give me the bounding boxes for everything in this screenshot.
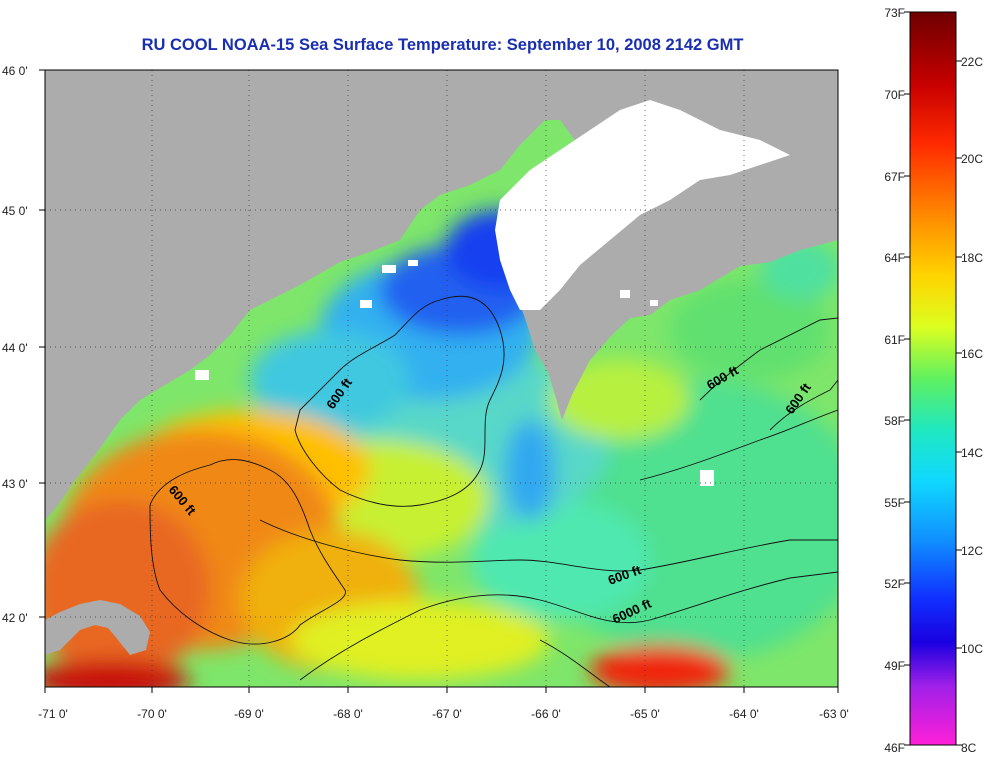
- colorbar-f-label: 46F: [884, 741, 905, 755]
- axis-ticks: [39, 69, 839, 693]
- colorbar-c-label: 10C: [961, 642, 983, 656]
- colorbar-f-label: 55F: [884, 496, 905, 510]
- lon-tick-label: -70 0': [137, 707, 167, 721]
- lon-tick-label: -68 0': [333, 707, 363, 721]
- lat-tick-label: 44 0': [2, 341, 28, 355]
- graticule: [45, 70, 838, 687]
- lon-tick-label: -64 0': [729, 707, 759, 721]
- map-area: [45, 70, 838, 687]
- land-cape-cod: [45, 600, 150, 655]
- colorbar-ticks: [904, 11, 962, 746]
- lat-tick-label: 43 0': [2, 477, 28, 491]
- colorbar-f-label: 64F: [884, 251, 905, 265]
- colorbar-f-label: 73F: [884, 6, 905, 20]
- longitude-labels: -71 0' -70 0' -69 0' -68 0' -67 0' -66 0…: [38, 707, 849, 721]
- colorbar-c-label: 22C: [961, 55, 983, 69]
- depth-contours: [149, 295, 838, 687]
- colorbar-f-label: 67F: [884, 170, 905, 184]
- map-frame: [44, 69, 839, 688]
- lat-tick-label: 42 0': [2, 611, 28, 625]
- no-data-bay-of-fundy: [495, 100, 790, 310]
- temperature-field: [45, 210, 838, 687]
- lon-tick-label: -69 0': [234, 707, 264, 721]
- lon-tick-label: -67 0': [432, 707, 462, 721]
- colorbar-fahrenheit-labels: 73F 70F 67F 64F 61F 58F 55F 52F 49F 46F: [884, 6, 905, 755]
- lon-tick-label: -63 0': [819, 707, 849, 721]
- lat-tick-label: 46 0': [2, 64, 28, 78]
- map-title: RU COOL NOAA-15 Sea Surface Temperature:…: [141, 36, 744, 54]
- colorbar: [909, 11, 957, 746]
- colorbar-celsius-labels: 22C 20C 18C 16C 14C 12C 10C 8C: [961, 55, 983, 755]
- no-data-speckles: [195, 260, 714, 486]
- latitude-labels: 46 0' 45 0' 44 0' 43 0' 42 0': [2, 64, 28, 625]
- colorbar-f-label: 52F: [884, 577, 905, 591]
- colorbar-c-label: 14C: [961, 446, 983, 460]
- lon-tick-label: -65 0': [630, 707, 660, 721]
- land-nova-scotia: [612, 70, 838, 335]
- colorbar-c-label: 8C: [961, 741, 977, 755]
- colorbar-c-label: 18C: [961, 251, 983, 265]
- colorbar-c-label: 16C: [961, 347, 983, 361]
- colorbar-f-label: 49F: [884, 659, 905, 673]
- colorbar-c-label: 20C: [961, 152, 983, 166]
- colorbar-f-label: 61F: [884, 333, 905, 347]
- lon-tick-label: -71 0': [38, 707, 68, 721]
- colorbar-f-label: 58F: [884, 414, 905, 428]
- colorbar-f-label: 70F: [884, 88, 905, 102]
- lat-tick-label: 45 0': [2, 204, 28, 218]
- lon-tick-label: -66 0': [531, 707, 561, 721]
- colorbar-c-label: 12C: [961, 544, 983, 558]
